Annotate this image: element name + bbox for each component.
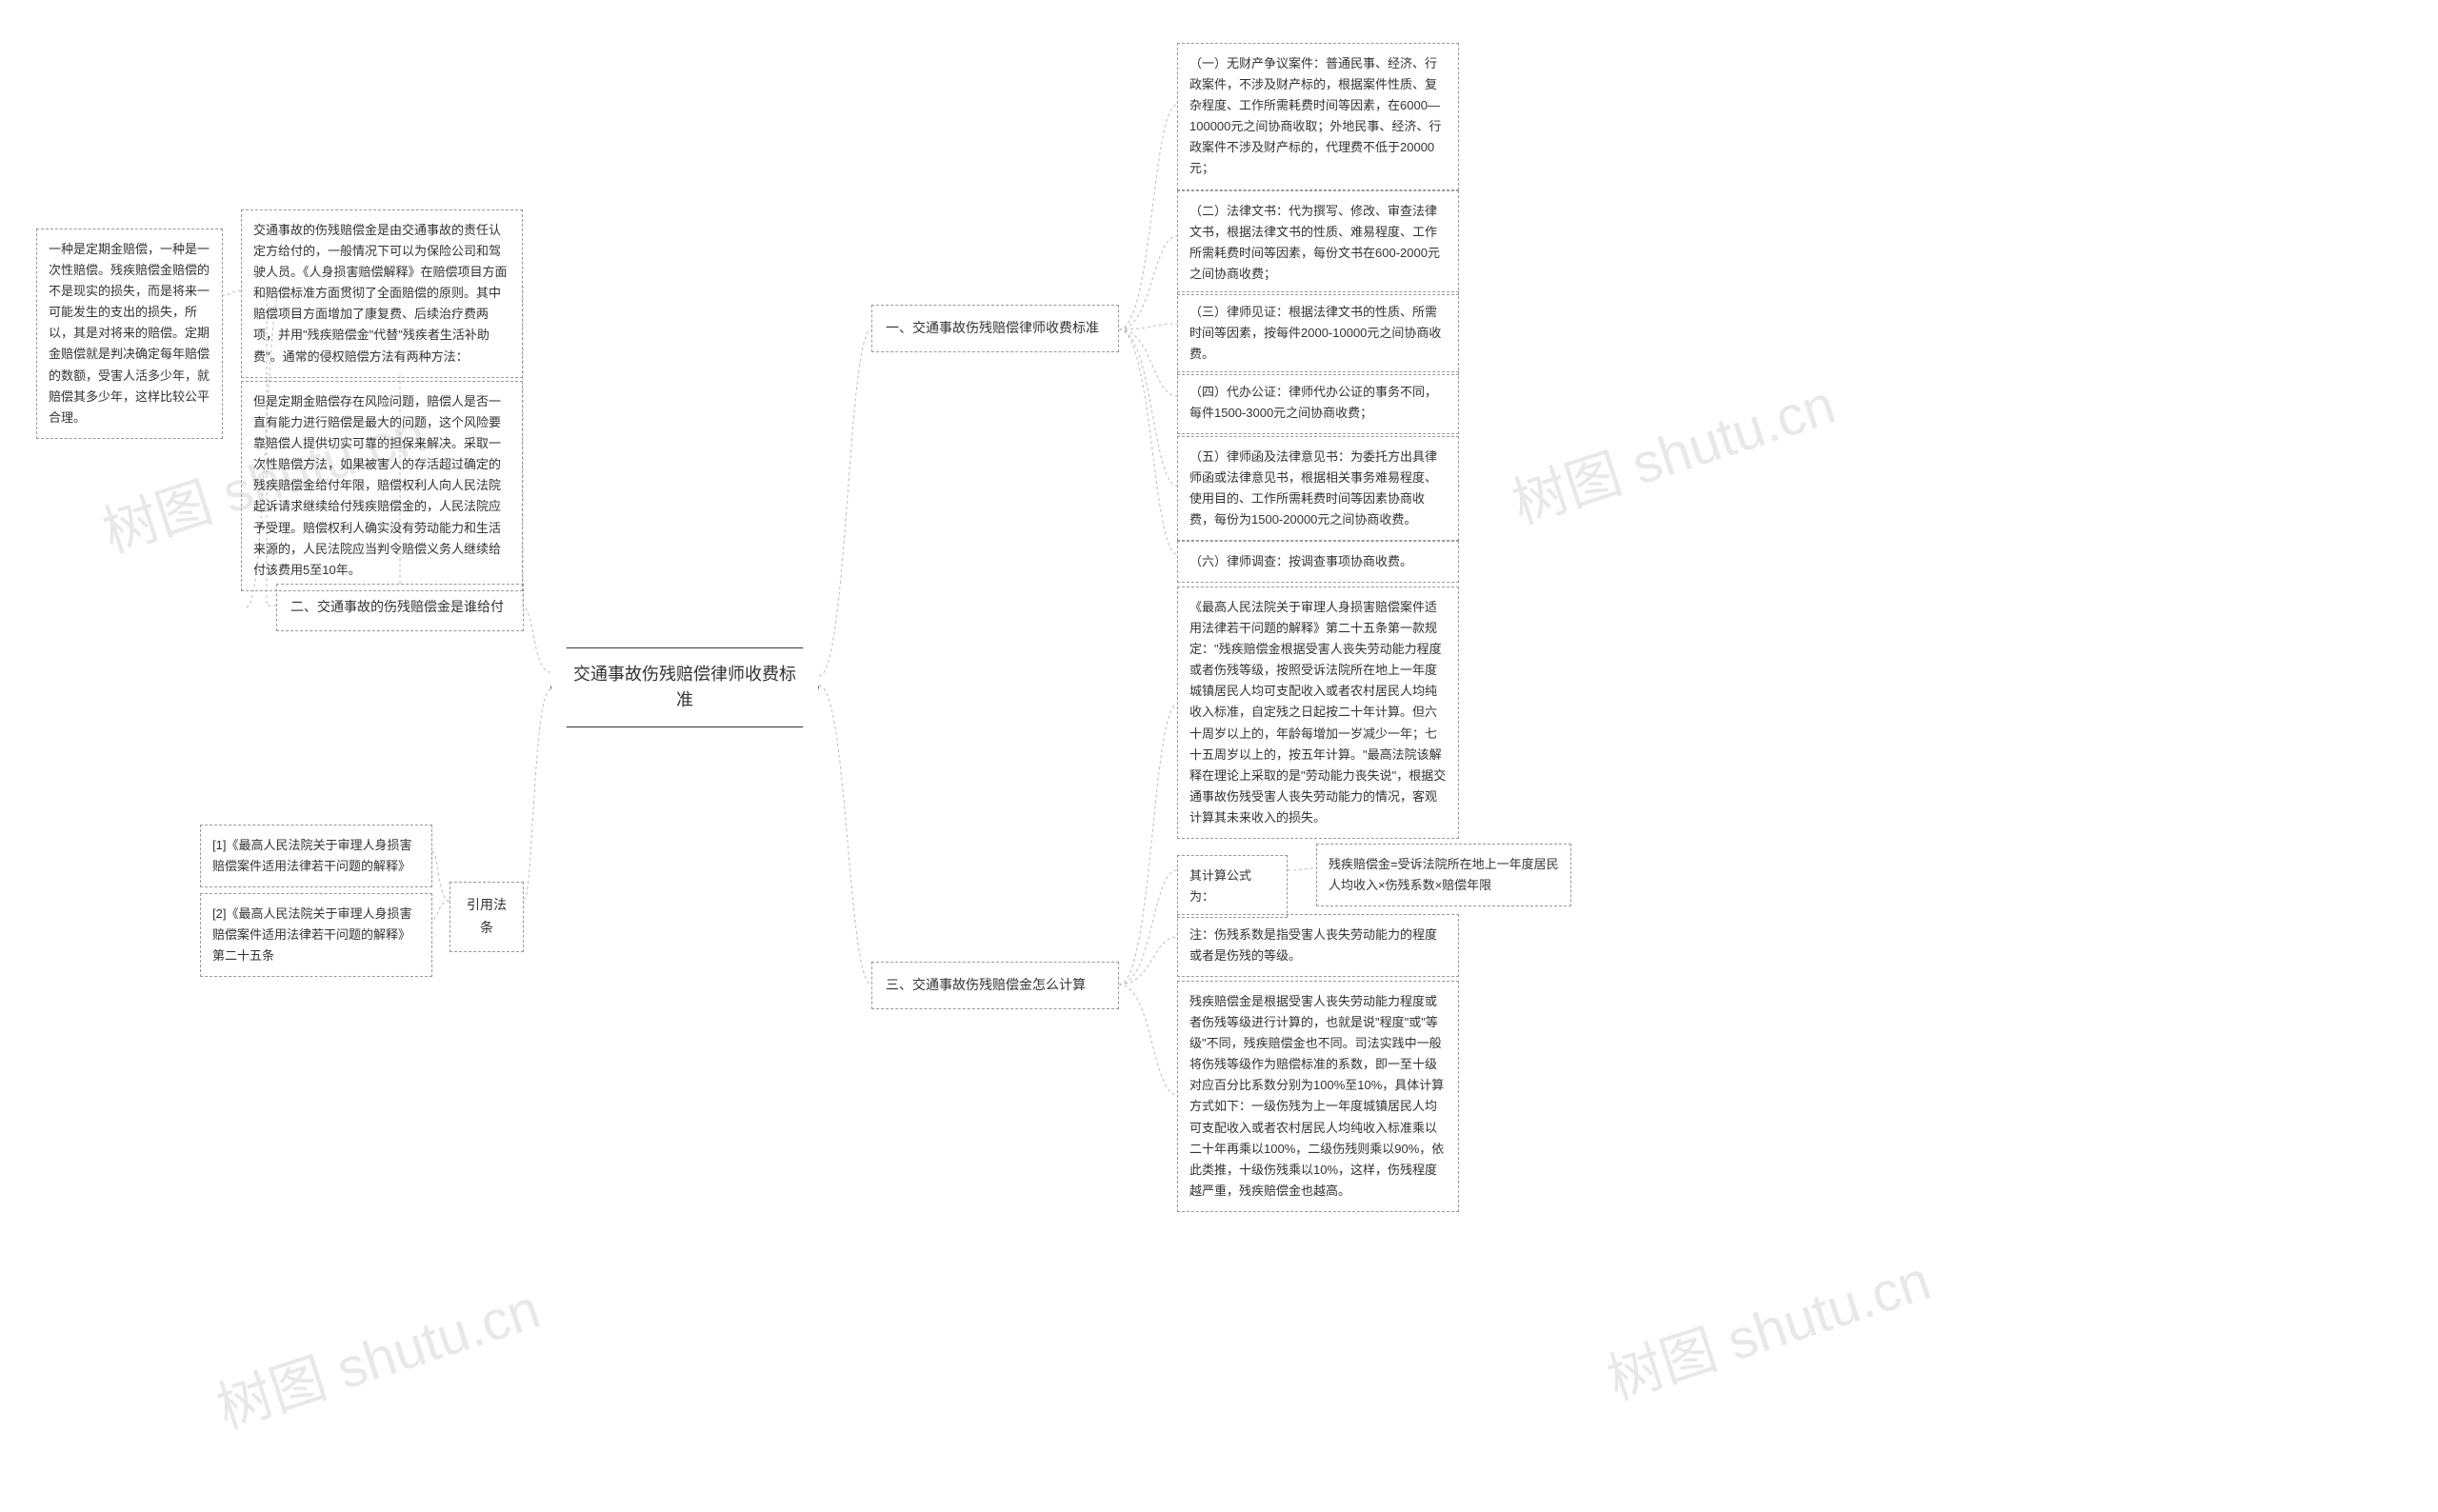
- branch-calculation: 三、交通事故伤残赔偿金怎么计算: [871, 962, 1119, 1009]
- leaf-calc-4: 残疾赔偿金是根据受害人丧失劳动能力程度或者伤残等级进行计算的，也就是说"程度"或…: [1177, 981, 1459, 1212]
- leaf-ref-1: [1]《最高人民法院关于审理人身损害赔偿案件适用法律若干问题的解释》: [200, 825, 432, 887]
- leaf-fee-1: （一）无财产争议案件：普通民事、经济、行政案件，不涉及财产标的，根据案件性质、复…: [1177, 43, 1459, 190]
- leaf-calc-formula-label: 其计算公式为：: [1177, 855, 1288, 918]
- leaf-calc-note: 注：伤残系数是指受害人丧失劳动能力的程度或者是伤残的等级。: [1177, 914, 1459, 977]
- leaf-pay-2: 但是定期金赔偿存在风险问题，赔偿人是否一直有能力进行赔偿是最大的问题，这个风险要…: [241, 381, 523, 591]
- leaf-fee-5: （五）律师函及法律意见书：为委托方出具律师函或法律意见书，根据相关事务难易程度、…: [1177, 436, 1459, 541]
- watermark: 树图 shutu.cn: [1501, 360, 1844, 539]
- leaf-calc-formula: 残疾赔偿金=受诉法院所在地上一年度居民人均收入×伤残系数×赔偿年限: [1316, 844, 1571, 906]
- leaf-fee-3: （三）律师见证：根据法律文书的性质、所需时间等因素，按每件2000-10000元…: [1177, 291, 1459, 375]
- leaf-pay-1: 交通事故的伤残赔偿金是由交通事故的责任认定方给付的，一般情况下可以为保险公司和驾…: [241, 209, 523, 378]
- watermark: 树图 shutu.cn: [206, 1264, 549, 1443]
- watermark: 树图 shutu.cn: [1596, 1236, 1939, 1415]
- root-node: 交通事故伤残赔偿律师收费标准: [550, 647, 819, 727]
- branch-references: 引用法条: [450, 882, 524, 952]
- leaf-fee-4: （四）代办公证：律师代办公证的事务不同，每件1500-3000元之间协商收费；: [1177, 371, 1459, 434]
- leaf-fee-6: （六）律师调查：按调查事项协商收费。: [1177, 541, 1459, 583]
- branch-fee-standard: 一、交通事故伤残赔偿律师收费标准: [871, 305, 1119, 352]
- leaf-pay-1a: 一种是定期金赔偿，一种是一次性赔偿。残疾赔偿金赔偿的不是现实的损失，而是将来一可…: [36, 229, 223, 439]
- leaf-calc-1: 《最高人民法院关于审理人身损害赔偿案件适用法律若干问题的解释》第二十五条第一款规…: [1177, 587, 1459, 839]
- leaf-fee-2: （二）法律文书：代为撰写、修改、审查法律文书，根据法律文书的性质、难易程度、工作…: [1177, 190, 1459, 295]
- leaf-ref-2: [2]《最高人民法院关于审理人身损害赔偿案件适用法律若干问题的解释》第二十五条: [200, 893, 432, 977]
